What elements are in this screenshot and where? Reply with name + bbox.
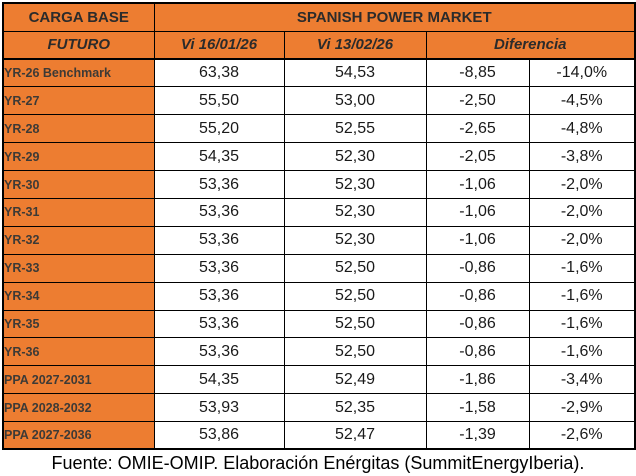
table-row: YR-31 53,36 52,30 -1,06 -2,0% — [2, 197, 636, 227]
value-date1: 63,38 — [153, 58, 285, 88]
value-diferencia: -0,86 — [425, 309, 530, 339]
value-diferencia: -0,86 — [425, 253, 530, 283]
spanish-power-market-header: SPANISH POWER MARKET — [153, 2, 636, 32]
value-diferencia: -0,86 — [425, 281, 530, 311]
value-date1: 53,36 — [153, 253, 285, 283]
row-label: YR-35 — [2, 309, 155, 339]
diferencia-column-header: Diferencia — [425, 30, 636, 60]
table-row: YR-26 Benchmark 63,38 54,53 -8,85 -14,0% — [2, 58, 636, 88]
value-diferencia-pct: -14,0% — [528, 58, 636, 88]
value-diferencia: -2,65 — [425, 114, 530, 144]
futuro-column-header: FUTURO — [2, 30, 155, 60]
table-row: YR-28 55,20 52,55 -2,65 -4,8% — [2, 114, 636, 144]
value-diferencia: -1,06 — [425, 170, 530, 199]
value-date1: 53,36 — [153, 337, 285, 367]
value-diferencia-pct: -1,6% — [528, 281, 636, 311]
value-date1: 53,36 — [153, 225, 285, 255]
row-label: YR-30 — [2, 170, 155, 199]
value-date2: 52,30 — [283, 142, 427, 172]
value-date1: 53,93 — [153, 393, 285, 423]
value-diferencia-pct: -1,6% — [528, 337, 636, 367]
row-label: YR-28 — [2, 114, 155, 144]
table-row: YR-32 53,36 52,30 -1,06 -2,0% — [2, 225, 636, 255]
value-diferencia-pct: -3,4% — [528, 365, 636, 395]
header-row-titles: CARGA BASE SPANISH POWER MARKET — [2, 2, 636, 32]
table-body: YR-26 Benchmark 63,38 54,53 -8,85 -14,0% YR-2… — [2, 58, 636, 450]
value-date1: 53,36 — [153, 197, 285, 227]
row-label: YR-31 — [2, 197, 155, 227]
value-diferencia: -1,06 — [425, 225, 530, 255]
table-row: YR-35 53,36 52,50 -0,86 -1,6% — [2, 309, 636, 339]
row-label: YR-34 — [2, 281, 155, 311]
value-diferencia-pct: -3,8% — [528, 142, 636, 172]
value-date2: 52,49 — [283, 365, 427, 395]
row-label: PPA 2027-2031 — [2, 365, 155, 395]
value-date1: 54,35 — [153, 365, 285, 395]
value-date2: 52,30 — [283, 225, 427, 255]
value-diferencia-pct: -2,0% — [528, 225, 636, 255]
value-date1: 53,36 — [153, 170, 285, 199]
table-row: PPA 2028-2032 53,93 52,35 -1,58 -2,9% — [2, 393, 636, 423]
value-diferencia-pct: -2,0% — [528, 197, 636, 227]
value-date1: 53,86 — [153, 421, 285, 450]
row-label: PPA 2028-2032 — [2, 393, 155, 423]
value-date2: 52,47 — [283, 421, 427, 450]
value-diferencia: -1,86 — [425, 365, 530, 395]
power-market-table: CARGA BASE SPANISH POWER MARKET FUTURO V… — [2, 2, 636, 451]
date1-column-header: Vi 16/01/26 — [153, 30, 285, 60]
row-label: YR-32 — [2, 225, 155, 255]
value-date1: 53,36 — [153, 281, 285, 311]
table-row: YR-27 55,50 53,00 -2,50 -4,5% — [2, 86, 636, 116]
table-row: YR-36 53,36 52,50 -0,86 -1,6% — [2, 337, 636, 367]
value-date2: 54,53 — [283, 58, 427, 88]
value-diferencia: -1,39 — [425, 421, 530, 450]
row-label: YR-26 Benchmark — [2, 58, 155, 88]
value-date2: 53,00 — [283, 86, 427, 116]
value-diferencia-pct: -1,6% — [528, 309, 636, 339]
value-date2: 52,50 — [283, 281, 427, 311]
value-diferencia-pct: -4,8% — [528, 114, 636, 144]
value-date1: 55,20 — [153, 114, 285, 144]
value-diferencia: -1,06 — [425, 197, 530, 227]
carga-base-header: CARGA BASE — [2, 2, 155, 32]
value-date2: 52,50 — [283, 309, 427, 339]
row-label: PPA 2027-2036 — [2, 421, 155, 450]
value-diferencia-pct: -1,6% — [528, 253, 636, 283]
row-label: YR-27 — [2, 86, 155, 116]
value-date2: 52,55 — [283, 114, 427, 144]
value-date1: 54,35 — [153, 142, 285, 172]
source-note: Fuente: OMIE-OMIP. Elaboración Enérgitas… — [51, 453, 585, 474]
value-diferencia: -1,58 — [425, 393, 530, 423]
value-diferencia-pct: -2,0% — [528, 170, 636, 199]
value-diferencia: -2,05 — [425, 142, 530, 172]
value-date2: 52,35 — [283, 393, 427, 423]
value-date2: 52,30 — [283, 170, 427, 199]
table-row: YR-30 53,36 52,30 -1,06 -2,0% — [2, 170, 636, 199]
value-diferencia: -0,86 — [425, 337, 530, 367]
header-row-columns: FUTURO Vi 16/01/26 Vi 13/02/26 Diferenci… — [2, 30, 636, 60]
value-date2: 52,50 — [283, 337, 427, 367]
row-label: YR-33 — [2, 253, 155, 283]
value-date1: 53,36 — [153, 309, 285, 339]
value-diferencia: -8,85 — [425, 58, 530, 88]
table-row: YR-29 54,35 52,30 -2,05 -3,8% — [2, 142, 636, 172]
value-date2: 52,50 — [283, 253, 427, 283]
table-row: PPA 2027-2036 53,86 52,47 -1,39 -2,6% — [2, 421, 636, 450]
value-diferencia-pct: -4,5% — [528, 86, 636, 116]
row-label: YR-36 — [2, 337, 155, 367]
date2-column-header: Vi 13/02/26 — [283, 30, 427, 60]
value-diferencia-pct: -2,9% — [528, 393, 636, 423]
value-diferencia-pct: -2,6% — [528, 421, 636, 450]
value-date2: 52,30 — [283, 197, 427, 227]
table-row: YR-33 53,36 52,50 -0,86 -1,6% — [2, 253, 636, 283]
value-diferencia: -2,50 — [425, 86, 530, 116]
table-row: PPA 2027-2031 54,35 52,49 -1,86 -3,4% — [2, 365, 636, 395]
value-date1: 55,50 — [153, 86, 285, 116]
table-row: YR-34 53,36 52,50 -0,86 -1,6% — [2, 281, 636, 311]
row-label: YR-29 — [2, 142, 155, 172]
